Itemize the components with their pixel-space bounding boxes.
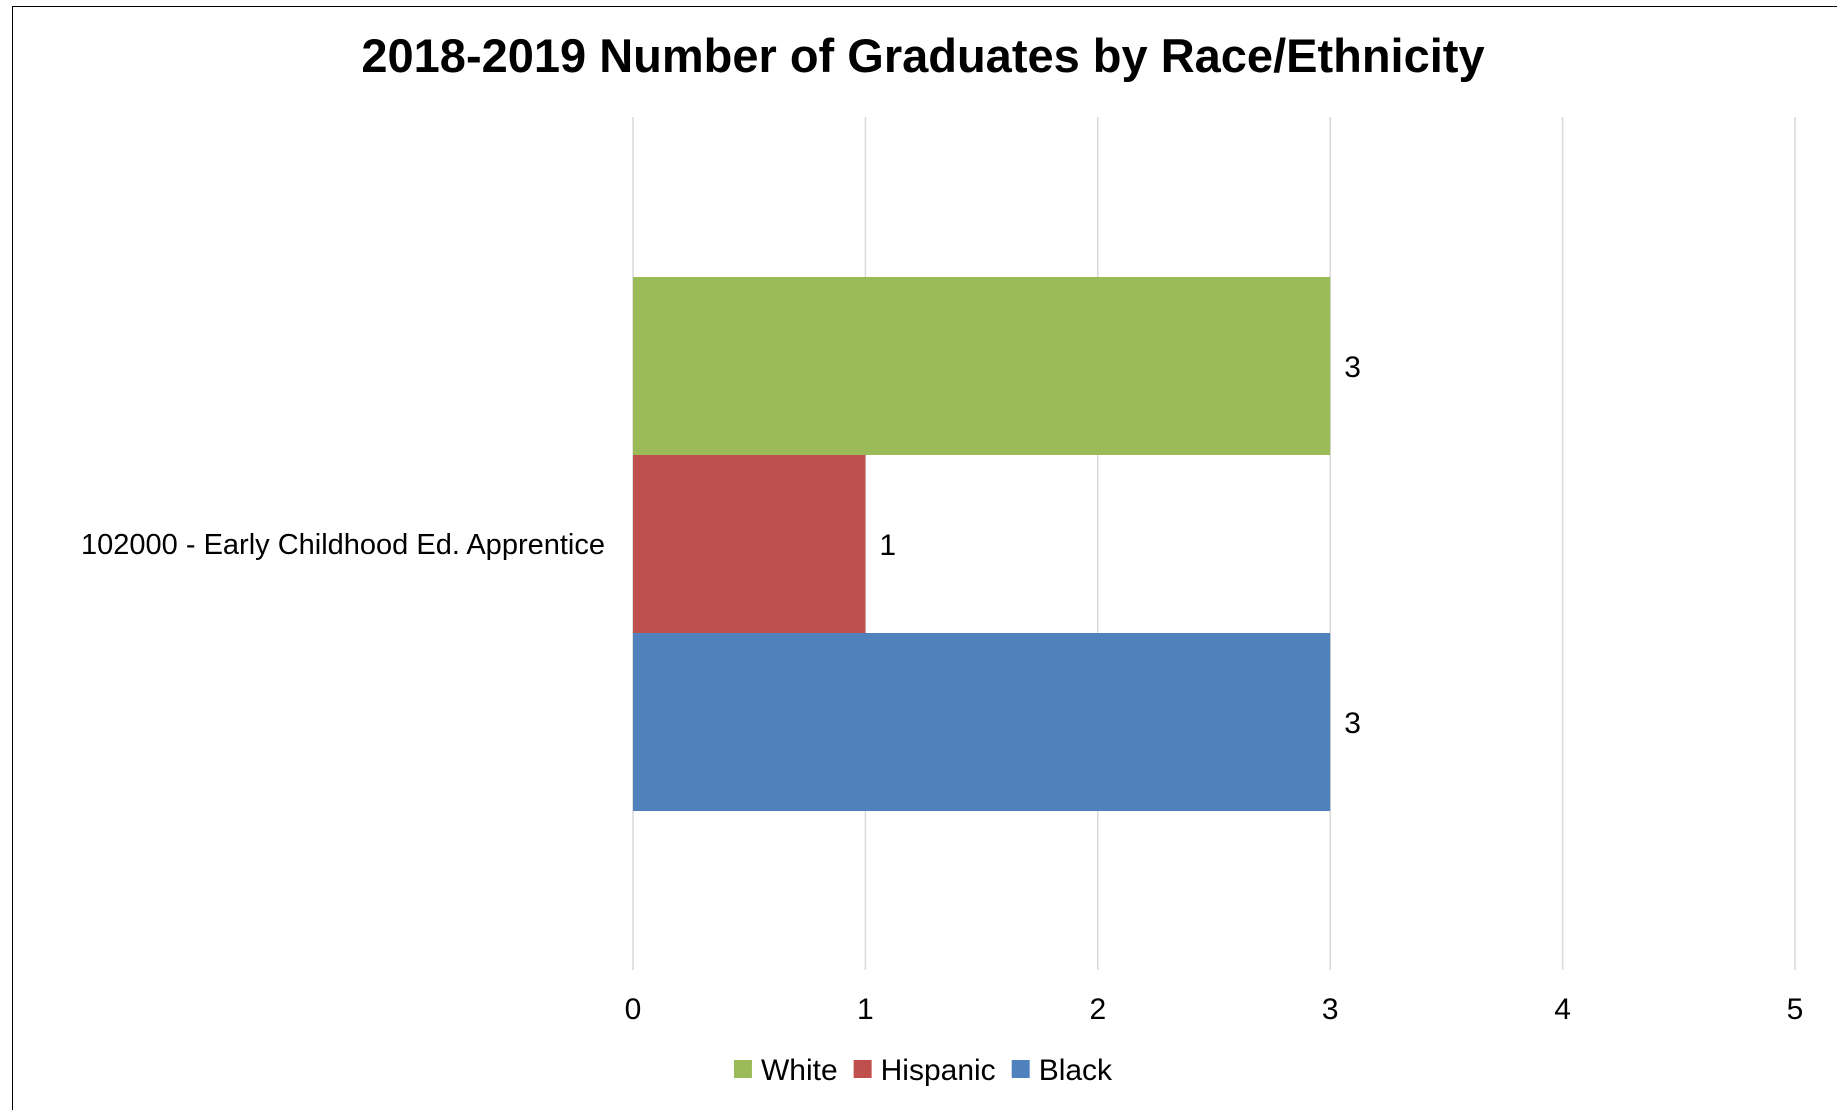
chart-frame: [12, 6, 1837, 1110]
legend: White Hispanic Black: [733, 1054, 1113, 1087]
bars: [633, 277, 1331, 811]
x-tick-label: 2: [1089, 993, 1106, 1026]
x-tick-label: 4: [1554, 993, 1571, 1026]
legend-item-hispanic: Hispanic: [853, 1054, 996, 1087]
legend-item-black: Black: [1011, 1054, 1113, 1087]
legend-label-white: White: [761, 1054, 838, 1087]
x-tick-label: 3: [1322, 993, 1339, 1026]
x-axis-ticks: 0 1 2 3 4 5: [625, 993, 1804, 1026]
legend-swatch-white: [733, 1060, 752, 1078]
legend-label-hispanic: Hispanic: [881, 1054, 996, 1087]
legend-label-black: Black: [1039, 1054, 1113, 1087]
x-tick-label: 0: [625, 993, 642, 1026]
legend-swatch-hispanic: [853, 1060, 872, 1078]
data-label-black: 3: [1344, 707, 1361, 740]
legend-swatch-black: [1011, 1060, 1030, 1078]
bar-hispanic: [633, 455, 866, 633]
y-axis-categories: 102000 - Early Childhood Ed. Apprentice: [81, 529, 605, 561]
category-label: 102000 - Early Childhood Ed. Apprentice: [81, 529, 605, 561]
data-label-white: 3: [1344, 351, 1361, 384]
x-tick-label: 5: [1787, 993, 1804, 1026]
x-tick-label: 1: [857, 993, 874, 1026]
data-labels: 3 1 3: [879, 351, 1360, 740]
legend-item-white: White: [733, 1054, 838, 1087]
bar-white: [633, 277, 1331, 455]
data-label-hispanic: 1: [879, 529, 896, 562]
bar-black: [633, 633, 1331, 811]
chart-title: 2018-2019 Number of Graduates by Race/Et…: [361, 29, 1484, 82]
